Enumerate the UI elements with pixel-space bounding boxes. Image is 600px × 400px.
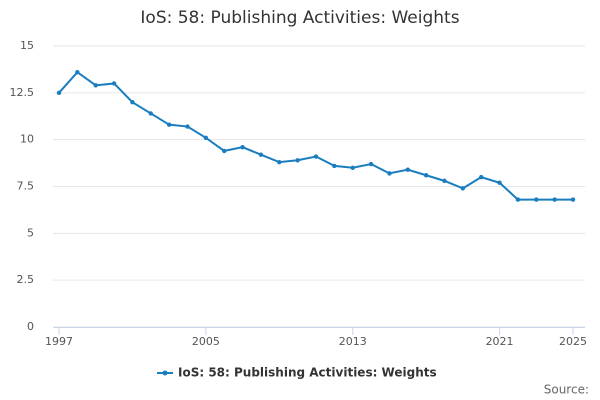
data-point: [111, 81, 117, 86]
data-point: [313, 154, 319, 159]
data-point: [75, 70, 80, 75]
data-point: [185, 124, 190, 129]
y-tick-label: 15: [20, 39, 34, 52]
data-point: [56, 90, 62, 96]
y-tick-label: 12.5: [10, 86, 35, 99]
data-point: [332, 163, 337, 169]
data-point: [166, 122, 172, 127]
data-point: [148, 111, 153, 116]
data-point: [277, 159, 282, 165]
y-tick-label: 0: [27, 320, 34, 333]
data-point: [222, 148, 227, 154]
data-point: [442, 178, 447, 184]
data-point: [497, 180, 502, 185]
data-point: [423, 173, 429, 178]
y-tick-label: 5: [27, 226, 34, 239]
data-point: [552, 197, 557, 202]
chart-title: IoS: 58: Publishing Activities: Weights: [140, 8, 459, 28]
data-point: [368, 161, 374, 167]
series-line: [58, 70, 573, 201]
legend-marker: [162, 370, 168, 376]
x-tick-label: 2005: [192, 335, 220, 348]
source: Source:: [544, 383, 589, 397]
legend-label: IoS: 58: Publishing Activities: Weights: [178, 366, 437, 380]
y-tick-label: 2.5: [17, 273, 35, 286]
x-tick-label: 2021: [486, 335, 514, 348]
data-point: [93, 83, 98, 88]
y-tick-label: 7.5: [17, 180, 35, 193]
data-point: [534, 197, 539, 202]
data-point: [387, 171, 392, 176]
data-point: [203, 135, 209, 140]
data-point: [130, 100, 135, 105]
data-point: [350, 165, 355, 170]
data-point: [460, 186, 466, 191]
data-point: [240, 144, 245, 150]
data-point: [258, 152, 264, 157]
y-tick-label: 10: [20, 133, 34, 146]
data-point: [515, 197, 521, 202]
data-point: [295, 158, 300, 163]
data-point: [479, 174, 484, 180]
x-tick-label: 1997: [45, 335, 73, 348]
data-point: [405, 167, 410, 172]
x-tick-label: 2013: [339, 335, 367, 348]
data-point: [570, 197, 576, 202]
x-tick-label: 2025: [559, 335, 587, 348]
